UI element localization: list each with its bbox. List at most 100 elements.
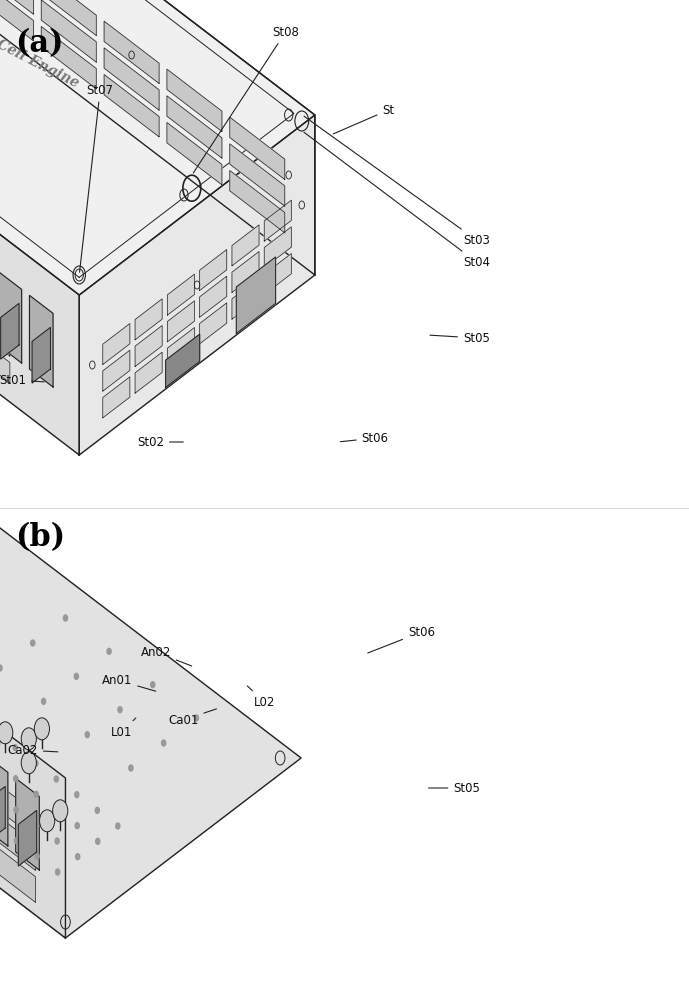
- Polygon shape: [232, 278, 259, 319]
- Polygon shape: [229, 144, 285, 206]
- Text: St06: St06: [368, 626, 435, 653]
- Polygon shape: [0, 791, 35, 870]
- Text: St06: St06: [340, 432, 389, 444]
- Polygon shape: [265, 200, 291, 241]
- Circle shape: [116, 823, 120, 829]
- Polygon shape: [167, 96, 222, 158]
- Polygon shape: [0, 15, 79, 455]
- Polygon shape: [103, 324, 130, 364]
- Circle shape: [194, 715, 198, 721]
- Polygon shape: [232, 252, 259, 292]
- Circle shape: [52, 800, 68, 822]
- Text: St05: St05: [430, 332, 490, 344]
- Polygon shape: [135, 299, 162, 340]
- Polygon shape: [229, 171, 285, 233]
- Polygon shape: [236, 257, 276, 333]
- Polygon shape: [104, 48, 159, 110]
- Polygon shape: [0, 245, 10, 329]
- Polygon shape: [167, 301, 194, 342]
- Polygon shape: [0, 478, 301, 938]
- Text: L02: L02: [247, 686, 275, 708]
- Circle shape: [0, 722, 13, 744]
- Circle shape: [34, 791, 39, 797]
- Polygon shape: [0, 786, 6, 842]
- Text: St04: St04: [304, 132, 490, 268]
- Polygon shape: [0, 271, 21, 363]
- Polygon shape: [200, 276, 227, 317]
- Circle shape: [34, 718, 50, 740]
- Polygon shape: [41, 0, 96, 35]
- Text: An02: An02: [141, 646, 192, 666]
- Polygon shape: [79, 115, 315, 455]
- Polygon shape: [0, 0, 315, 455]
- Circle shape: [21, 752, 37, 774]
- Circle shape: [96, 838, 100, 844]
- Text: St08: St08: [194, 25, 299, 173]
- Polygon shape: [103, 377, 130, 418]
- Circle shape: [129, 765, 133, 771]
- Circle shape: [151, 682, 155, 688]
- Circle shape: [54, 807, 59, 813]
- Polygon shape: [167, 69, 222, 131]
- Circle shape: [14, 776, 18, 782]
- Circle shape: [74, 792, 79, 798]
- Polygon shape: [0, 272, 10, 356]
- Text: (b): (b): [15, 522, 65, 553]
- Polygon shape: [41, 27, 96, 89]
- Text: L01: L01: [111, 718, 136, 738]
- Circle shape: [75, 823, 79, 829]
- Polygon shape: [0, 823, 35, 902]
- Text: St01: St01: [0, 373, 44, 386]
- Circle shape: [85, 732, 90, 738]
- Polygon shape: [0, 754, 8, 846]
- Circle shape: [118, 707, 122, 713]
- Circle shape: [13, 745, 17, 751]
- Polygon shape: [232, 225, 259, 266]
- Polygon shape: [0, 0, 33, 41]
- Polygon shape: [1, 303, 19, 359]
- Circle shape: [14, 807, 18, 813]
- Circle shape: [56, 869, 60, 875]
- Polygon shape: [0, 759, 35, 838]
- Polygon shape: [19, 810, 37, 866]
- Circle shape: [0, 665, 2, 671]
- Circle shape: [21, 728, 37, 750]
- Circle shape: [74, 673, 79, 679]
- Text: Ca02: Ca02: [8, 744, 58, 756]
- Polygon shape: [41, 0, 96, 62]
- Polygon shape: [167, 274, 194, 315]
- Polygon shape: [30, 295, 53, 387]
- Circle shape: [41, 698, 45, 704]
- Circle shape: [54, 776, 59, 782]
- Polygon shape: [0, 299, 10, 383]
- Polygon shape: [104, 75, 159, 137]
- Text: St07: St07: [79, 84, 114, 272]
- Circle shape: [95, 807, 99, 813]
- Circle shape: [161, 740, 166, 746]
- Text: (a): (a): [15, 28, 63, 59]
- Polygon shape: [135, 326, 162, 366]
- Text: Ca01: Ca01: [168, 709, 216, 726]
- Polygon shape: [0, 0, 315, 275]
- Polygon shape: [0, 498, 65, 938]
- Polygon shape: [16, 778, 39, 870]
- Polygon shape: [32, 327, 50, 383]
- Polygon shape: [103, 350, 130, 391]
- Polygon shape: [265, 254, 291, 294]
- Polygon shape: [167, 328, 194, 368]
- Polygon shape: [265, 227, 291, 268]
- Circle shape: [14, 838, 19, 844]
- Polygon shape: [200, 303, 227, 344]
- Polygon shape: [200, 250, 227, 290]
- Polygon shape: [165, 334, 200, 387]
- Circle shape: [34, 822, 39, 828]
- Polygon shape: [104, 21, 159, 83]
- Circle shape: [76, 854, 80, 860]
- Circle shape: [35, 853, 39, 859]
- Text: St03: St03: [304, 116, 490, 246]
- Polygon shape: [0, 0, 33, 14]
- Circle shape: [107, 648, 111, 654]
- Text: St02: St02: [137, 436, 183, 448]
- Text: An01: An01: [102, 674, 156, 691]
- Circle shape: [63, 615, 68, 621]
